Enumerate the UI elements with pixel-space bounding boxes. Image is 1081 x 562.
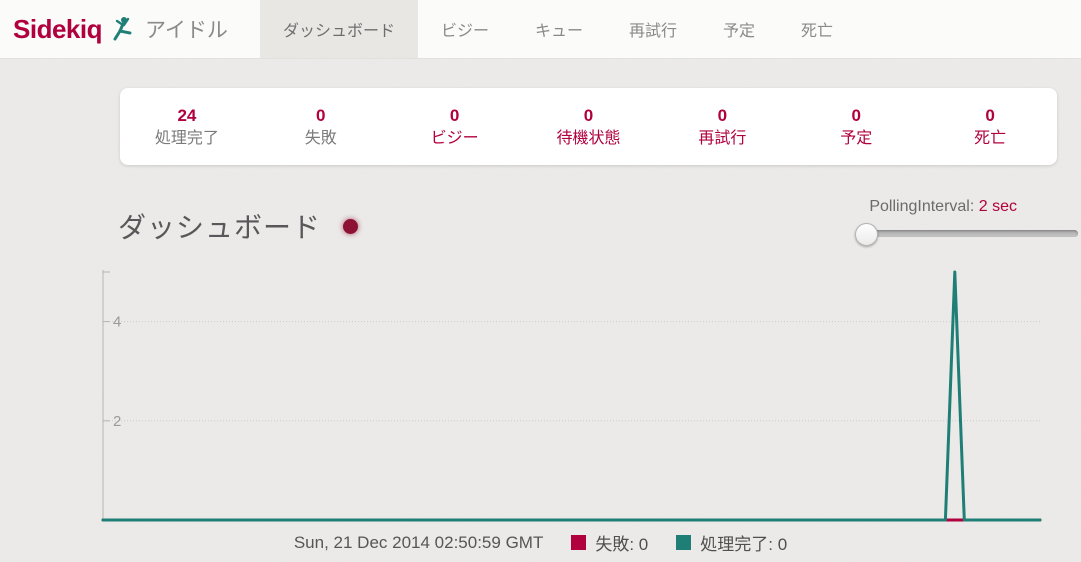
legend-item-failed: 失敗: 0 (571, 530, 648, 555)
polling-interval-control: PollingInterval: 2 sec (851, 198, 1081, 246)
chart-timestamp: Sun, 21 Dec 2014 02:50:59 GMT (293, 532, 544, 552)
svg-text:4: 4 (113, 314, 121, 331)
stat-retries-label: 再試行 (698, 129, 747, 147)
stat-failed: 0 失敗 (254, 88, 388, 165)
tab-busy[interactable]: ビジー (440, 23, 489, 40)
legend-failed-text: 失敗: 0 (595, 535, 649, 554)
polling-interval-label: PollingInterval: (869, 198, 975, 215)
top-navbar: Sidekiq アイドル ダッシュボード ビジー キュー 再試行 予定 死亡 (0, 0, 1081, 59)
stat-busy[interactable]: 0 ビジー (388, 88, 522, 165)
stat-enqueued[interactable]: 0 待機状態 (522, 88, 656, 165)
chart-legend: Sun, 21 Dec 2014 02:50:59 GMT 失敗: 0 処理完了… (0, 530, 1081, 555)
stat-failed-label: 失敗 (304, 129, 337, 147)
legend-item-processed: 処理完了: 0 (676, 530, 787, 555)
live-beacon-dot (343, 218, 359, 234)
tab-queues[interactable]: キュー (534, 23, 583, 40)
polling-interval-text: PollingInterval: 2 sec (851, 198, 1081, 216)
polling-interval-value: 2 sec (978, 198, 1017, 215)
failed-series-swatch-icon (571, 535, 587, 550)
stat-scheduled-label: 予定 (840, 129, 873, 147)
sidekiq-logo[interactable]: Sidekiq アイドル (0, 0, 244, 58)
stat-busy-label: ビジー (430, 129, 479, 147)
processed-series-swatch-icon (676, 535, 692, 550)
stat-retries-value: 0 (717, 105, 728, 125)
stat-dead-label: 死亡 (974, 129, 1007, 147)
slider-track[interactable] (858, 230, 1078, 237)
stats-summary-card: 24 処理完了 0 失敗 0 ビジー 0 待機状態 0 再試行 0 予定 0 死… (120, 88, 1057, 165)
stat-enqueued-value: 0 (583, 105, 594, 125)
tab-dead[interactable]: 死亡 (801, 23, 834, 40)
stat-scheduled[interactable]: 0 予定 (789, 88, 923, 165)
tab-retries[interactable]: 再試行 (628, 23, 677, 40)
stat-failed-value: 0 (316, 105, 326, 125)
realtime-history-chart: 24 (101, 270, 1042, 522)
stat-dead[interactable]: 0 死亡 (923, 88, 1057, 165)
dashboard-header: ダッシュボード (118, 206, 359, 246)
sidekiq-logo-text: Sidekiq (13, 13, 102, 44)
page-title: ダッシュボード (118, 212, 322, 243)
worker-status-label: アイドル (144, 19, 228, 42)
stat-processed-value: 24 (177, 105, 197, 125)
stat-retries[interactable]: 0 再試行 (655, 88, 789, 165)
stat-dead-value: 0 (985, 105, 995, 125)
tab-dashboard[interactable]: ダッシュボード (259, 0, 418, 58)
stat-processed-label: 処理完了 (154, 129, 219, 147)
nav-tabs: ダッシュボード ビジー キュー 再試行 予定 死亡 (259, 0, 856, 58)
stat-busy-value: 0 (449, 105, 460, 125)
stat-processed: 24 処理完了 (120, 88, 254, 165)
stat-scheduled-value: 0 (851, 105, 861, 125)
polling-interval-slider[interactable] (851, 222, 1081, 246)
stat-enqueued-label: 待機状態 (556, 129, 621, 147)
tab-scheduled[interactable]: 予定 (723, 23, 756, 40)
legend-processed-text: 処理完了: 0 (700, 535, 788, 554)
svg-text:2: 2 (113, 413, 121, 430)
slider-handle[interactable] (855, 223, 878, 246)
sidekick-figure-icon (111, 16, 133, 42)
